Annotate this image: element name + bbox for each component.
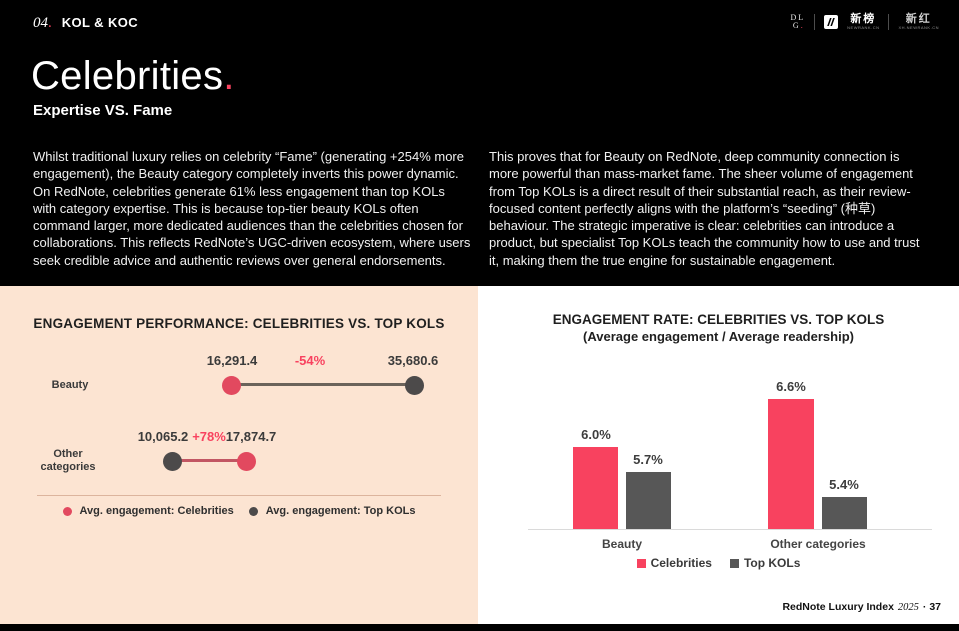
logo-divider	[888, 13, 890, 30]
beauty-connector-line	[232, 383, 415, 386]
xinhong-logo: 新红 XH.NEWRANK.CN	[898, 13, 939, 30]
beauty-celebrities-dot	[222, 376, 241, 395]
beauty-top-kols-dot	[405, 376, 424, 395]
title-accent-period: .	[223, 54, 235, 98]
celebrities-legend-swatch	[636, 558, 646, 568]
other-top-kols-dot	[163, 452, 182, 471]
beauty-celebrities-value: 16,291.4	[206, 353, 258, 368]
legend-item-top-kols: Top KOLs	[729, 556, 801, 570]
legend-divider	[37, 495, 441, 496]
top-kols-legend-swatch	[729, 558, 739, 568]
dlg-logo-top: DL	[790, 12, 806, 22]
footer-brand: RedNote Luxury Index	[782, 601, 894, 613]
beauty-delta-badge: -54%	[294, 353, 326, 368]
bottom-black-strip	[0, 624, 959, 631]
page-subtitle: Expertise VS. Fame	[33, 102, 173, 119]
row-label-beauty: Beauty	[51, 379, 89, 391]
celebrities-legend-dot	[62, 506, 72, 516]
newrank-logo-icon	[824, 14, 839, 29]
row-label-other-categories: Other categories	[40, 448, 96, 473]
section-number: 04.	[33, 15, 52, 31]
logo-divider	[814, 13, 816, 30]
engagement-performance-panel: ENGAGEMENT PERFORMANCE: CELEBRITIES VS. …	[0, 286, 478, 624]
newrank-logo: 新榜 NEWRANK.CN	[847, 13, 879, 30]
x-axis-line	[528, 529, 932, 530]
breadcrumb: 04. KOL & KOC	[33, 15, 138, 32]
other-celebrities-bar	[768, 399, 814, 529]
section-label: KOL & KOC	[61, 15, 139, 30]
xinhong-logo-name: 新红	[905, 13, 932, 25]
page-title: Celebrities.	[31, 54, 235, 98]
other-top-kols-rate-label: 5.4%	[829, 477, 859, 492]
engagement-rate-title: ENGAGEMENT RATE: CELEBRITIES VS. TOP KOL…	[552, 312, 885, 327]
beauty-top-kols-bar	[626, 472, 671, 529]
beauty-top-kols-value: 35,680.6	[387, 353, 439, 368]
legend-item-celebrities: Avg. engagement: Celebrities	[62, 505, 234, 517]
engagement-rate-subtitle: (Average engagement / Average readership…	[583, 329, 854, 344]
legend-item-celebrities: Celebrities	[636, 556, 712, 570]
header-background	[0, 0, 959, 286]
logo-row: DL G. 新榜 NEWRANK.CN 新红 XH.NEWRANK.CN	[790, 13, 939, 30]
intro-paragraph-left: Whilst traditional luxury relies on cele…	[33, 149, 471, 268]
celebrities-legend-label: Celebrities	[650, 556, 712, 570]
dlg-logo-bottom: G.	[792, 20, 803, 30]
engagement-performance-title: ENGAGEMENT PERFORMANCE: CELEBRITIES VS. …	[33, 316, 445, 331]
top-kols-legend-label: Avg. engagement: Top KOLs	[265, 505, 416, 517]
newrank-logo-name: 新榜	[850, 13, 877, 25]
newrank-logo-sub: NEWRANK.CN	[847, 25, 880, 30]
other-top-kols-value: 10,065.2	[137, 429, 189, 444]
beauty-celebrities-bar	[573, 447, 618, 529]
dlg-logo: DL G.	[790, 12, 806, 30]
beauty-top-kols-rate-label: 5.7%	[633, 452, 663, 467]
engagement-performance-legend: Avg. engagement: Celebrities Avg. engage…	[37, 505, 441, 517]
footer-page-number: · 37	[922, 601, 941, 613]
legend-item-top-kols: Avg. engagement: Top KOLs	[248, 505, 416, 517]
other-celebrities-rate-label: 6.6%	[776, 379, 806, 394]
section-number-dot: .	[48, 15, 52, 31]
intro-paragraph-right: This proves that for Beauty on RedNote, …	[489, 149, 920, 268]
celebrities-legend-label: Avg. engagement: Celebrities	[79, 505, 234, 517]
top-kols-legend-label: Top KOLs	[743, 556, 801, 570]
other-celebrities-value: 17,874.7	[225, 429, 277, 444]
category-label-beauty: Beauty	[601, 537, 642, 551]
category-label-other-categories: Other categories	[770, 537, 866, 551]
other-connector-line	[173, 459, 247, 462]
footer-year: 2025	[897, 602, 919, 613]
xinhong-logo-sub: XH.NEWRANK.CN	[898, 25, 939, 30]
beauty-celebrities-rate-label: 6.0%	[581, 427, 611, 442]
top-kols-legend-dot	[248, 506, 258, 516]
other-top-kols-bar	[822, 497, 867, 529]
engagement-rate-legend: Celebrities Top KOLs	[478, 556, 959, 570]
other-celebrities-dot	[237, 452, 256, 471]
page-footer: RedNote Luxury Index 2025 · 37	[782, 601, 941, 613]
other-delta-badge: +78%	[192, 429, 226, 444]
engagement-rate-panel: ENGAGEMENT RATE: CELEBRITIES VS. TOP KOL…	[478, 286, 959, 624]
